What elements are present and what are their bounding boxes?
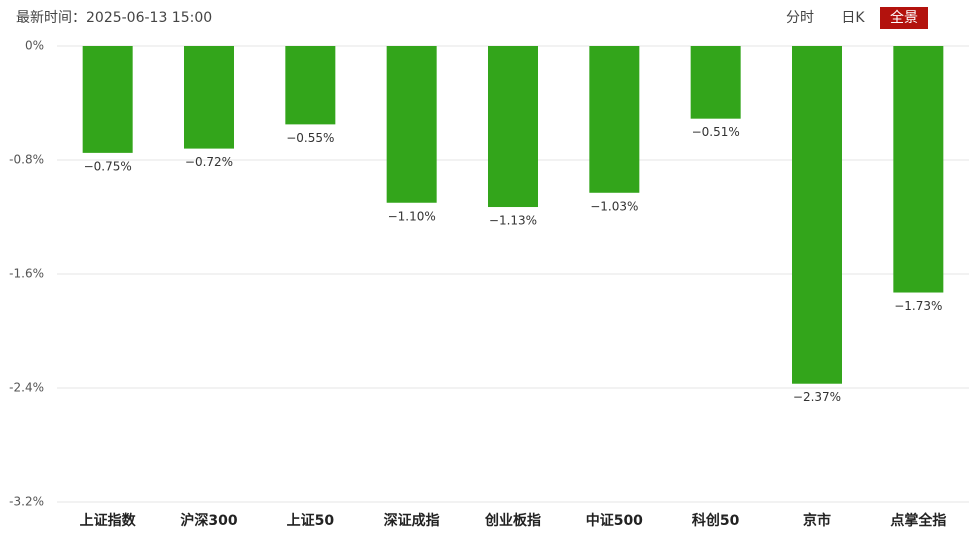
value-label: −0.51% [692,125,740,139]
x-tick-label: 创业板指 [484,512,541,529]
x-tick-label: 深证成指 [384,512,440,529]
y-tick-label: -0.8% [9,153,44,167]
x-tick-label: 科创50 [692,512,740,529]
value-label: −2.37% [793,390,841,404]
update-time: 最新时间：2025-06-13 15:00 [16,10,212,26]
y-tick-label: 0% [25,39,44,53]
x-tick-label: 京市 [803,512,831,529]
value-label: −1.13% [489,214,537,228]
tab[interactable]: 日K [841,10,865,26]
bar [893,46,944,293]
tab-active-bg[interactable] [880,7,928,29]
value-label: −0.72% [185,155,233,169]
y-tick-label: -3.2% [9,495,44,509]
bar [690,46,741,119]
x-tick-label: 中证500 [586,512,643,529]
x-tick-label: 上证50 [287,513,335,529]
bar [285,46,336,125]
x-tick-label: 沪深300 [180,512,237,529]
tab[interactable]: 全景 [890,9,918,26]
value-label: −1.10% [388,209,436,223]
x-tick-label: 点掌全指 [890,512,946,529]
bar [589,46,640,193]
x-tick-label: 上证指数 [80,512,137,529]
value-label: −1.03% [590,199,638,213]
bar [184,46,234,149]
y-tick-label: -2.4% [9,381,44,395]
bar [386,46,437,203]
value-label: −0.55% [286,131,334,145]
bar [792,46,842,384]
bar [82,46,133,153]
y-tick-label: -1.6% [9,267,44,281]
tab[interactable]: 分时 [786,10,814,26]
value-label: −1.73% [894,299,942,313]
value-label: −0.75% [84,159,132,173]
bar [488,46,538,208]
